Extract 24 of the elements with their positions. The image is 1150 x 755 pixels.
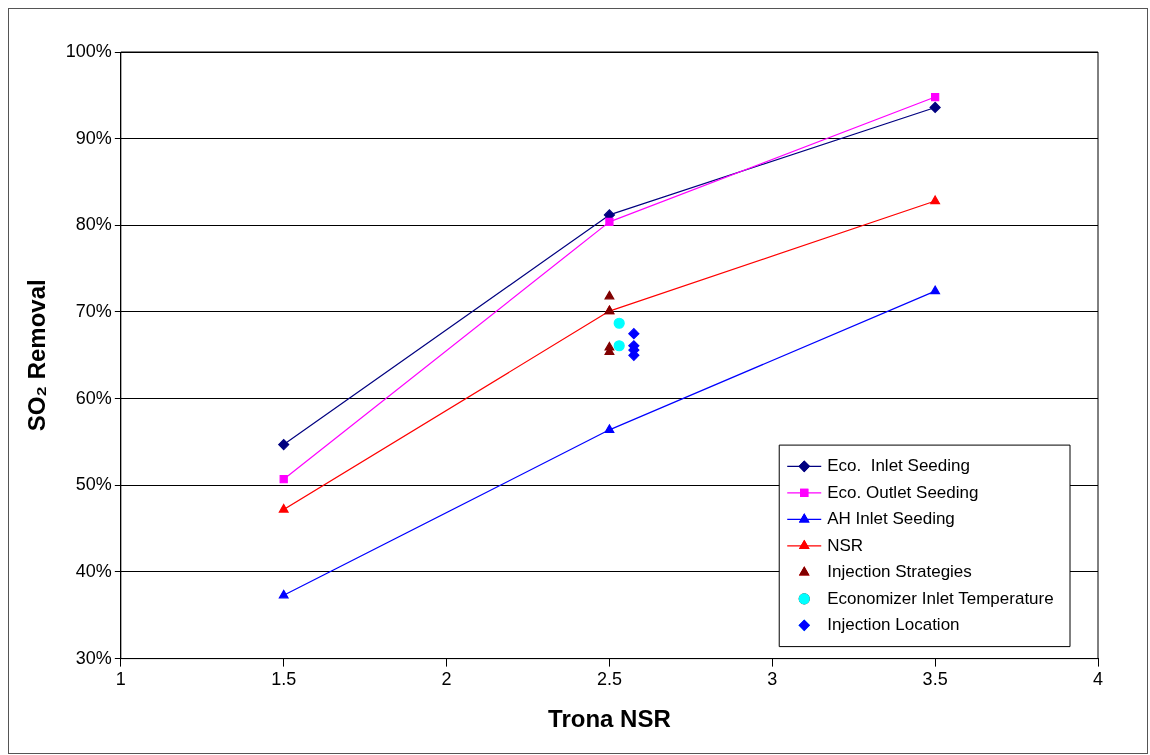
y-axis-title: SO₂ Removal: [23, 279, 51, 432]
legend-label: Injection Location: [827, 615, 960, 635]
x-axis-title: Trona NSR: [548, 705, 671, 733]
x-tick-label: 4: [1092, 669, 1104, 690]
y-tick-label: 30%: [75, 647, 112, 668]
y-tick-label: 100%: [65, 40, 112, 61]
y-tick-label: 50%: [75, 474, 112, 495]
legend-label: NSR: [827, 535, 864, 555]
y-tick-label: 60%: [75, 387, 112, 408]
y-tick-label: 40%: [75, 560, 112, 581]
legend-label: Eco. Outlet Seeding: [827, 482, 979, 502]
y-tick-label: 70%: [75, 300, 112, 321]
x-tick-label: 2.5: [596, 669, 622, 690]
legend-label: Economizer Inlet Temperature: [827, 588, 1054, 608]
legend-label: AH Inlet Seeding: [827, 509, 955, 529]
x-tick-label: 3.5: [922, 669, 948, 690]
y-tick-label: 80%: [75, 214, 112, 235]
legend-label: Eco. Inlet Seeding: [827, 456, 970, 476]
x-tick-label: 1: [115, 669, 126, 690]
x-tick-label: 2: [441, 669, 452, 690]
y-tick-label: 90%: [75, 127, 112, 148]
legend-label: Injection Strategies: [827, 562, 972, 582]
x-tick-label: 1.5: [271, 669, 297, 690]
x-tick-label: 3: [767, 669, 778, 690]
